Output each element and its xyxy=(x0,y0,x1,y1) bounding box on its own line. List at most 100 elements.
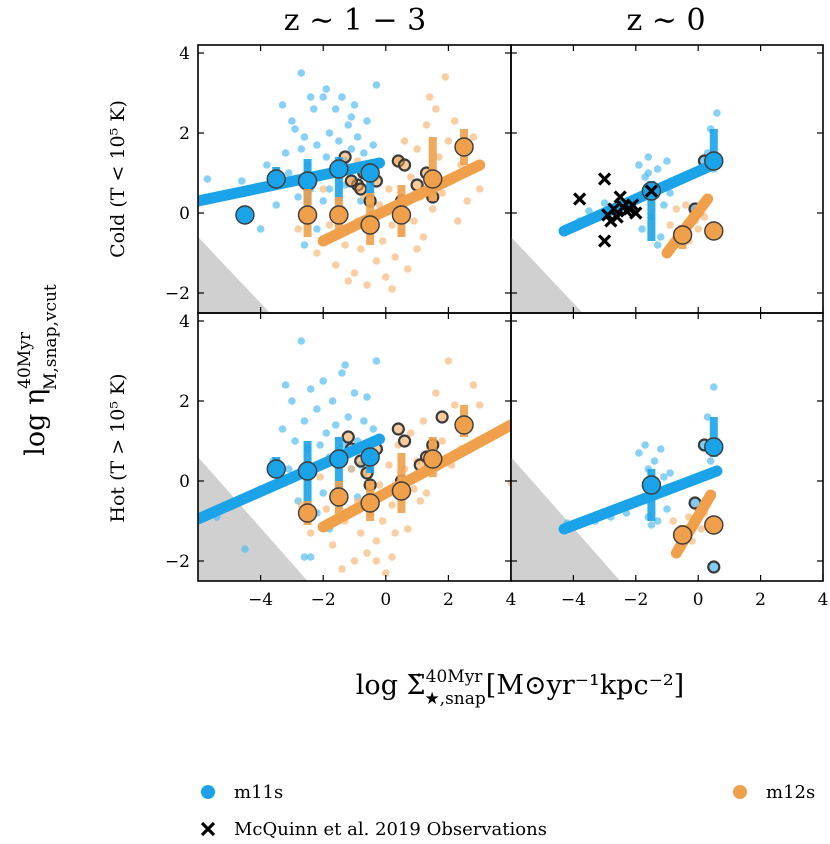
y-axis-label: log η40Myr M,snap,vcut xyxy=(15,284,61,456)
data-point xyxy=(306,529,315,537)
data-point xyxy=(388,553,396,561)
excluded-region xyxy=(511,457,621,581)
binned-median-marker xyxy=(266,169,286,189)
binned-median-marker xyxy=(423,169,443,189)
data-point xyxy=(356,529,365,537)
data-point xyxy=(422,121,431,129)
data-point xyxy=(278,101,287,109)
data-point xyxy=(378,517,387,525)
binned-median-marker xyxy=(360,163,380,183)
binned-median-marker xyxy=(423,449,443,469)
fit-line-m12s xyxy=(661,193,714,259)
binned-median-marker xyxy=(360,493,380,513)
data-point xyxy=(344,121,353,129)
data-point xyxy=(710,383,718,391)
data-point xyxy=(475,185,484,193)
data-point xyxy=(425,93,434,101)
data-point xyxy=(372,257,381,265)
data-point xyxy=(681,201,690,209)
data-point xyxy=(600,199,609,207)
observation-marker xyxy=(613,190,627,204)
row-label-cold: Cold (T < 10⁵ K) xyxy=(107,100,129,258)
data-point xyxy=(350,101,359,109)
data-point xyxy=(369,141,378,149)
data-point xyxy=(353,133,362,141)
binned-median-marker xyxy=(266,459,286,479)
data-point xyxy=(294,225,302,233)
data-point xyxy=(288,397,296,405)
legend-m12s-marker xyxy=(733,785,747,799)
binned-median-marker xyxy=(329,159,349,179)
data-point xyxy=(316,473,324,481)
data-point xyxy=(291,125,299,133)
data-point xyxy=(310,105,318,113)
x-tick-label: 2 xyxy=(755,590,766,610)
data-point xyxy=(331,105,340,113)
data-point xyxy=(306,553,315,561)
data-point xyxy=(669,517,678,525)
y-axis-label-super: 40Myr xyxy=(15,331,35,389)
plot-area xyxy=(511,109,724,313)
data-point xyxy=(278,425,287,433)
data-point xyxy=(363,117,371,125)
panel-3: −4 −2 0 2 4 xyxy=(510,312,829,610)
column-title-z1-3: z ∼ 1 − 3 xyxy=(284,3,426,38)
data-point xyxy=(644,169,653,177)
svg-text:log Σ̇40Myr★,snap[M⊙yr⁻¹kpc⁻²]: log Σ̇40Myr ★,snap[M⊙yr⁻¹kpc⁻²] xyxy=(356,667,684,709)
data-point xyxy=(360,149,368,157)
data-point xyxy=(322,429,331,437)
data-point xyxy=(338,565,346,573)
data-point xyxy=(419,417,428,425)
data-point xyxy=(397,158,412,172)
data-point xyxy=(291,437,299,445)
data-point xyxy=(672,205,681,213)
x-tick-label: 0 xyxy=(380,590,391,610)
data-point xyxy=(203,175,212,183)
data-point xyxy=(284,169,293,177)
data-point xyxy=(313,249,321,257)
y-tick-label: −2 xyxy=(165,552,190,572)
y-tick-label: 0 xyxy=(179,472,190,492)
data-point xyxy=(444,357,453,365)
data-point xyxy=(441,73,450,81)
x-tick-label: −4 xyxy=(561,590,586,610)
data-point xyxy=(410,485,418,493)
data-point xyxy=(660,473,668,481)
data-point xyxy=(306,93,315,101)
data-point xyxy=(450,401,459,409)
data-point xyxy=(297,337,306,345)
data-point xyxy=(344,174,358,188)
binned-median-marker xyxy=(360,447,380,467)
data-point xyxy=(707,560,721,574)
data-point xyxy=(403,525,412,533)
excluded-region xyxy=(198,457,308,581)
data-point xyxy=(325,129,334,137)
data-point xyxy=(313,141,321,149)
binned-median-marker xyxy=(704,221,724,241)
data-point xyxy=(322,153,331,161)
data-point xyxy=(341,430,355,444)
data-point xyxy=(432,389,440,397)
data-point xyxy=(256,225,265,233)
x-tick-label: −2 xyxy=(311,590,336,610)
data-point xyxy=(322,85,331,93)
data-point xyxy=(416,497,425,505)
data-point xyxy=(428,205,437,213)
binned-median-marker xyxy=(297,503,318,523)
x-tick-label: 4 xyxy=(818,590,829,610)
data-point xyxy=(713,109,721,117)
observation-marker xyxy=(573,192,587,206)
x-tick-label: 0 xyxy=(693,590,704,610)
data-point xyxy=(388,221,396,229)
data-point xyxy=(585,207,593,215)
data-point xyxy=(475,401,484,409)
y-tick-label: 2 xyxy=(179,392,190,412)
data-point xyxy=(388,285,396,293)
data-point xyxy=(378,237,387,245)
data-point xyxy=(288,117,296,125)
data-point xyxy=(663,505,671,513)
data-point xyxy=(300,553,309,561)
column-title-z0: z ∼ 0 xyxy=(626,3,705,38)
data-point xyxy=(331,261,340,269)
